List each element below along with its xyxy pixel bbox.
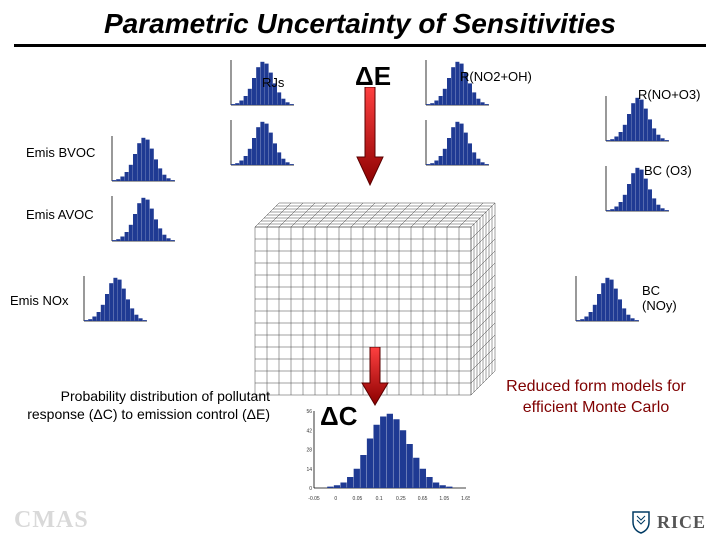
description-text: Probability distribution of pollutant re…	[10, 387, 270, 423]
svg-text:0.05: 0.05	[353, 496, 363, 502]
svg-text:42: 42	[306, 428, 312, 434]
label-rjs: RJs	[262, 75, 284, 90]
hist-row2-left	[225, 117, 297, 171]
rice-logo: RICE	[631, 510, 706, 534]
hist-emis-bvoc	[106, 133, 178, 187]
hist-row2-right	[420, 117, 492, 171]
label-bcnoy: BC (NOy)	[642, 283, 677, 313]
diagram-area: RJs ΔE R(NO2+OH) R(NO+O3) Emis BVOC Emis…	[0, 47, 720, 507]
svg-text:0.65: 0.65	[418, 496, 428, 502]
svg-text:0.1: 0.1	[376, 496, 383, 502]
hist-rjs	[225, 57, 297, 111]
svg-text:-0.05: -0.05	[308, 496, 320, 502]
label-emis-bvoc: Emis BVOC	[26, 145, 95, 160]
cmas-logo: CMAS	[14, 507, 89, 534]
hist-rno2oh	[420, 57, 492, 111]
hist-bcnoy	[570, 273, 642, 327]
page-title: Parametric Uncertainty of Sensitivities	[14, 0, 706, 47]
label-rnoo3: R(NO+O3)	[638, 87, 700, 102]
label-emis-nox: Emis NOx	[10, 293, 69, 308]
arrow-dc-down	[360, 347, 390, 407]
svg-text:1.05: 1.05	[439, 496, 449, 502]
svg-text:0.25: 0.25	[396, 496, 406, 502]
arrow-de-down	[355, 87, 385, 187]
svg-text:56: 56	[306, 409, 312, 415]
rice-text: RICE	[657, 512, 706, 533]
svg-text:0: 0	[309, 486, 312, 492]
hist-emis-avoc	[106, 193, 178, 247]
svg-text:14: 14	[306, 467, 312, 473]
callout-text: Reduced form models for efficient Monte …	[490, 377, 702, 419]
label-emis-avoc: Emis AVOC	[26, 207, 94, 222]
svg-text:0: 0	[334, 496, 337, 502]
label-rno2oh: R(NO2+OH)	[460, 69, 532, 84]
hist-delta-c: -0.05 0 0.05 0.1 0.25 0.65 1.05 1.65 0 14 28 42 56	[300, 407, 470, 502]
svg-text:28: 28	[306, 448, 312, 454]
label-bco3: BC (O3)	[644, 163, 692, 178]
hist-emis-nox	[78, 273, 150, 327]
shield-icon	[631, 510, 651, 534]
svg-text:1.65: 1.65	[461, 496, 470, 502]
